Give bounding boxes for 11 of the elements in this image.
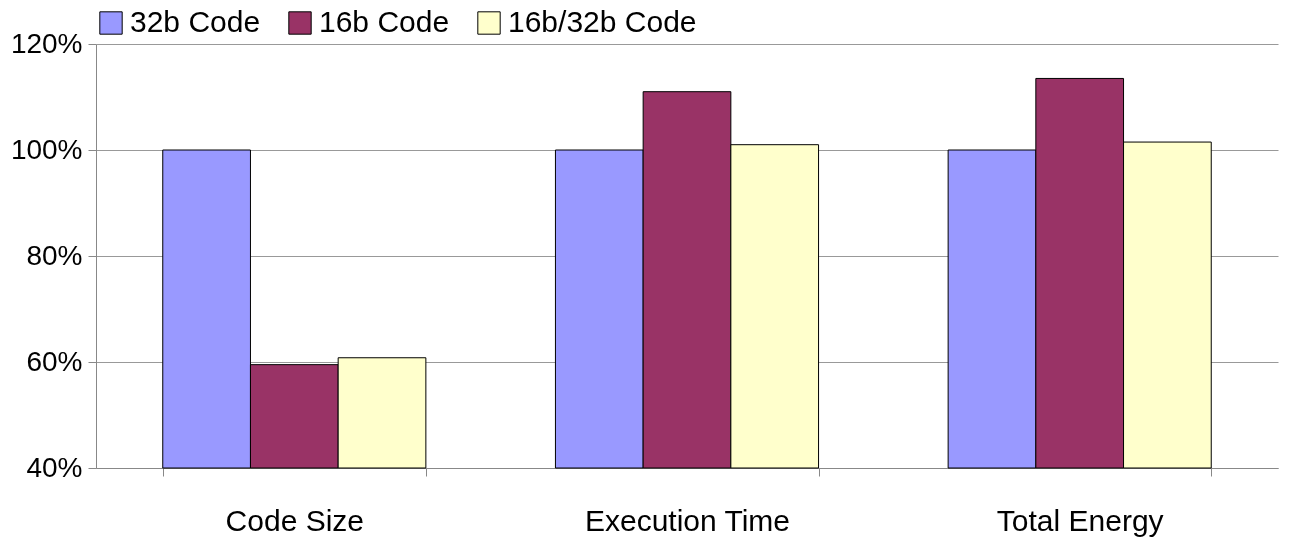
- legend-label: 32b Code: [130, 5, 261, 38]
- legend-label: 16b/32b Code: [508, 5, 697, 38]
- y-tick-label: 120%: [10, 27, 83, 59]
- y-tick-label: 100%: [10, 133, 83, 165]
- y-tick-label: 40%: [26, 451, 83, 483]
- legend-label: 16b Code: [319, 5, 450, 38]
- x-tick-label: Code Size: [225, 503, 365, 537]
- y-tick-label: 60%: [26, 345, 83, 377]
- x-tick-label: Execution Time: [584, 503, 791, 537]
- y-tick-label: 80%: [26, 239, 83, 271]
- x-tick-label: Total Energy: [996, 503, 1164, 537]
